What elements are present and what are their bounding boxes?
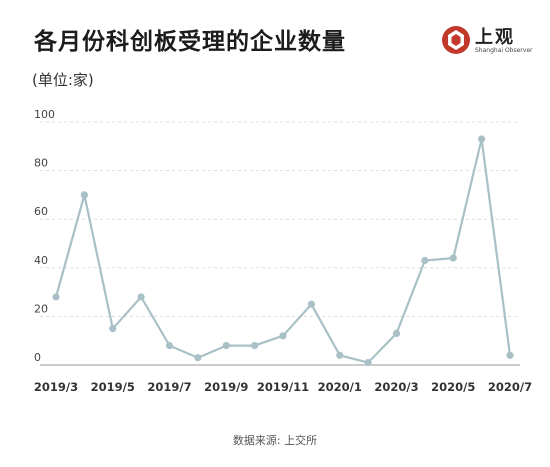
data-source: 数据来源: 上交所	[232, 434, 318, 447]
x-tick-label: 2020/3	[374, 380, 418, 394]
data-point	[80, 191, 88, 199]
chart-title: 各月份科创板受理的企业数量	[34, 29, 346, 55]
data-point	[421, 256, 429, 265]
y-tick-label: 40	[34, 254, 48, 267]
x-axis-ticks: 2019/3 2019/5 2019/7 2019/9 2019/11 2020/1 202…	[34, 380, 532, 394]
x-tick-label: 2019/3	[34, 380, 78, 394]
y-tick-label: 80	[34, 157, 48, 170]
x-tick-label: 2020/7	[488, 380, 532, 394]
data-point	[364, 358, 372, 367]
data-point	[109, 324, 117, 333]
data-point	[222, 341, 230, 350]
x-tick-label: 2019/9	[204, 380, 248, 394]
data-point	[165, 341, 174, 350]
data-point	[449, 254, 457, 262]
data-point	[279, 332, 287, 340]
logo-text: 上观	[475, 27, 515, 48]
data-point	[52, 293, 60, 301]
data-point	[478, 135, 486, 143]
data-point	[194, 354, 202, 362]
logo: 上观 Shanghai Observer	[441, 23, 533, 59]
x-tick-label: 2019/7	[147, 380, 191, 394]
chart-grid	[40, 121, 520, 366]
unit-label: (单位:家)	[32, 71, 94, 89]
logo-icon	[442, 26, 470, 54]
y-tick-label: 60	[34, 205, 48, 218]
data-point	[506, 351, 514, 359]
y-axis-ticks: 0 20 40 60 80 100	[34, 108, 55, 364]
x-tick-label: 2019/11	[257, 380, 309, 394]
data-point	[336, 351, 344, 359]
data-points	[52, 135, 514, 367]
y-tick-label: 100	[34, 108, 55, 121]
series-line	[54, 137, 512, 364]
logo-subtext: Shanghai Observer	[475, 47, 533, 54]
y-tick-label: 20	[34, 302, 48, 315]
data-point	[392, 329, 401, 338]
data-point	[251, 341, 259, 350]
data-point	[307, 300, 315, 308]
x-tick-label: 2020/1	[318, 380, 362, 394]
data-point	[137, 293, 145, 301]
y-tick-label: 0	[34, 351, 41, 364]
x-tick-label: 2019/5	[91, 380, 135, 394]
x-tick-label: 2020/5	[431, 380, 475, 394]
